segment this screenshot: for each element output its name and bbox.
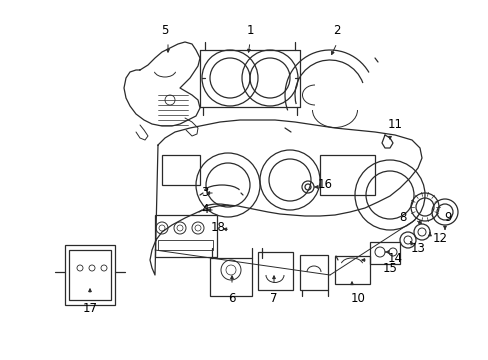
Bar [162, 155, 200, 185]
Text: 1: 1 [246, 23, 253, 36]
Text: 16: 16 [317, 179, 332, 192]
Text: 7: 7 [270, 292, 277, 305]
Bar [155, 215, 217, 257]
Text: 9: 9 [443, 211, 451, 225]
Bar [299, 255, 327, 290]
Text: 13: 13 [410, 242, 425, 255]
Bar [258, 252, 292, 290]
Text: 10: 10 [350, 292, 365, 305]
Text: 12: 12 [431, 231, 447, 244]
Text: 15: 15 [382, 261, 397, 274]
Text: 6: 6 [228, 292, 235, 305]
Text: 5: 5 [161, 23, 168, 36]
Text: 8: 8 [399, 211, 406, 225]
Text: 14: 14 [386, 252, 402, 265]
Bar [334, 256, 369, 284]
Bar [158, 240, 213, 250]
Bar [65, 245, 115, 305]
Bar [369, 242, 399, 264]
Text: 17: 17 [82, 301, 97, 315]
Text: 4: 4 [201, 203, 208, 216]
Bar [69, 250, 111, 300]
Bar [319, 155, 374, 195]
Text: 3: 3 [201, 186, 208, 199]
Text: 2: 2 [332, 23, 340, 36]
Bar [209, 258, 251, 296]
Text: 18: 18 [210, 221, 225, 234]
Text: 11: 11 [386, 118, 402, 131]
